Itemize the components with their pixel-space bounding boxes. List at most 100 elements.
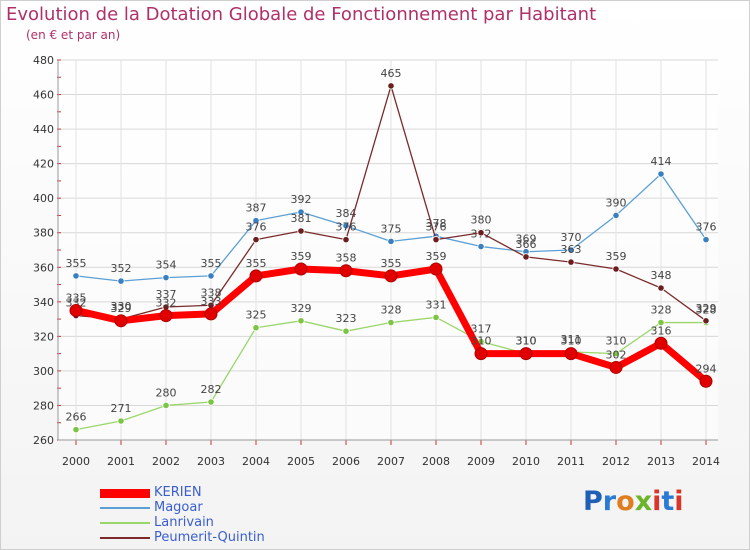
data-label-peumerit-quintin: 376 bbox=[246, 221, 267, 234]
data-label-peumerit-quintin: 359 bbox=[606, 250, 627, 263]
legend-item: KERIEN bbox=[100, 485, 400, 501]
data-label-magoar: 387 bbox=[246, 202, 267, 215]
data-label-lanrivain: 282 bbox=[201, 383, 222, 396]
data-label-kerien: 310 bbox=[471, 335, 492, 348]
x-tick-label: 2007 bbox=[377, 455, 405, 468]
data-label-magoar: 355 bbox=[201, 257, 222, 270]
x-tick-label: 2001 bbox=[107, 455, 135, 468]
data-point-peumerit-quintin bbox=[477, 229, 485, 237]
data-label-kerien: 359 bbox=[426, 250, 447, 263]
data-point-magoar bbox=[702, 236, 710, 244]
data-label-magoar: 369 bbox=[516, 233, 537, 246]
data-label-peumerit-quintin: 348 bbox=[651, 269, 672, 282]
x-tick-label: 2004 bbox=[242, 455, 270, 468]
data-label-lanrivain: 271 bbox=[111, 402, 132, 415]
data-point-kerien bbox=[204, 307, 218, 321]
legend-label: Peumerit-Quintin bbox=[154, 530, 265, 545]
x-tick-label: 2013 bbox=[647, 455, 675, 468]
y-tick-label: 480 bbox=[33, 54, 54, 67]
data-point-magoar bbox=[342, 222, 350, 230]
data-point-kerien bbox=[609, 360, 623, 374]
data-label-peumerit-quintin: 366 bbox=[516, 238, 537, 251]
data-label-kerien: 294 bbox=[696, 362, 717, 375]
data-point-kerien bbox=[114, 314, 128, 328]
data-label-magoar: 390 bbox=[606, 196, 627, 209]
y-tick-label: 360 bbox=[33, 261, 54, 274]
x-tick-label: 2014 bbox=[692, 455, 720, 468]
data-point-kerien bbox=[654, 336, 668, 350]
data-label-peumerit-quintin: 338 bbox=[201, 286, 222, 299]
data-point-kerien bbox=[249, 269, 263, 283]
data-label-kerien: 329 bbox=[111, 302, 132, 315]
legend-item: Peumerit-Quintin bbox=[100, 530, 400, 546]
y-tick-label: 420 bbox=[33, 158, 54, 171]
legend-item: Lanrivain bbox=[100, 515, 400, 531]
x-tick-label: 2008 bbox=[422, 455, 450, 468]
chart-subtitle: (en € et par an) bbox=[26, 28, 121, 42]
plot-area bbox=[58, 60, 718, 440]
data-point-lanrivain bbox=[117, 417, 125, 425]
data-point-magoar bbox=[567, 246, 575, 254]
data-label-magoar: 375 bbox=[381, 222, 402, 235]
data-label-kerien: 355 bbox=[246, 257, 267, 270]
data-label-lanrivain: 323 bbox=[336, 312, 357, 325]
data-label-lanrivain: 317 bbox=[471, 323, 492, 336]
x-tick-label: 2005 bbox=[287, 455, 315, 468]
data-label-lanrivain: 266 bbox=[66, 411, 87, 424]
data-point-magoar bbox=[207, 272, 215, 280]
data-point-peumerit-quintin bbox=[522, 253, 530, 261]
data-point-kerien bbox=[429, 262, 443, 276]
data-label-peumerit-quintin: 376 bbox=[336, 221, 357, 234]
data-label-peumerit-quintin: 337 bbox=[156, 288, 177, 301]
data-point-kerien bbox=[384, 269, 398, 283]
data-point-lanrivain bbox=[297, 317, 305, 325]
y-tick-label: 460 bbox=[33, 89, 54, 102]
data-label-kerien: 316 bbox=[651, 324, 672, 337]
y-tick-label: 280 bbox=[33, 399, 54, 412]
data-label-peumerit-quintin: 332 bbox=[66, 297, 87, 310]
y-tick-label: 320 bbox=[33, 330, 54, 343]
chart-title: Evolution de la Dotation Globale de Fonc… bbox=[6, 4, 597, 25]
data-label-peumerit-quintin: 465 bbox=[381, 67, 402, 80]
data-label-peumerit-quintin: 381 bbox=[291, 212, 312, 225]
y-tick-label: 380 bbox=[33, 227, 54, 240]
data-label-peumerit-quintin: 329 bbox=[696, 302, 717, 315]
data-point-kerien bbox=[519, 347, 533, 361]
data-point-lanrivain bbox=[207, 398, 215, 406]
data-label-kerien: 310 bbox=[561, 335, 582, 348]
data-label-peumerit-quintin: 376 bbox=[426, 221, 447, 234]
data-label-magoar: 384 bbox=[336, 207, 357, 220]
data-point-peumerit-quintin bbox=[702, 317, 710, 325]
legend-label: Lanrivain bbox=[154, 515, 214, 530]
data-label-kerien: 355 bbox=[381, 257, 402, 270]
x-tick-label: 2002 bbox=[152, 455, 180, 468]
data-point-magoar bbox=[117, 277, 125, 285]
data-point-lanrivain bbox=[72, 426, 80, 434]
legend-item: Magoar bbox=[100, 500, 400, 516]
data-point-kerien bbox=[564, 347, 578, 361]
data-point-kerien bbox=[474, 347, 488, 361]
data-label-kerien: 335 bbox=[66, 291, 87, 304]
legend-label: KERIEN bbox=[154, 485, 202, 500]
data-label-peumerit-quintin: 380 bbox=[471, 214, 492, 227]
data-label-kerien: 358 bbox=[336, 252, 357, 265]
data-label-magoar: 355 bbox=[66, 257, 87, 270]
data-point-kerien bbox=[699, 374, 713, 388]
data-point-magoar bbox=[477, 242, 485, 251]
data-label-lanrivain: 311 bbox=[561, 333, 582, 346]
data-label-magoar: 354 bbox=[156, 259, 177, 272]
y-tick-label: 260 bbox=[33, 434, 54, 447]
proxiti-logo: Proxiti bbox=[583, 486, 684, 517]
data-label-lanrivain: 331 bbox=[426, 298, 447, 311]
data-label-lanrivain: 310 bbox=[516, 335, 537, 348]
data-point-magoar bbox=[297, 208, 305, 216]
data-label-lanrivain: 280 bbox=[156, 386, 177, 399]
data-point-kerien bbox=[159, 309, 173, 323]
data-label-peumerit-quintin: 363 bbox=[561, 243, 582, 256]
data-point-peumerit-quintin bbox=[297, 227, 305, 235]
data-point-lanrivain bbox=[432, 313, 440, 321]
data-point-magoar bbox=[612, 211, 620, 220]
data-point-lanrivain bbox=[612, 350, 620, 358]
data-point-lanrivain bbox=[162, 401, 170, 410]
